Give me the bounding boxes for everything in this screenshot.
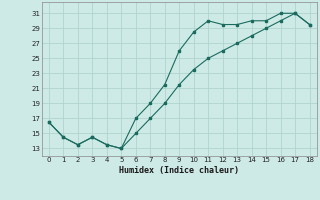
- X-axis label: Humidex (Indice chaleur): Humidex (Indice chaleur): [119, 166, 239, 175]
